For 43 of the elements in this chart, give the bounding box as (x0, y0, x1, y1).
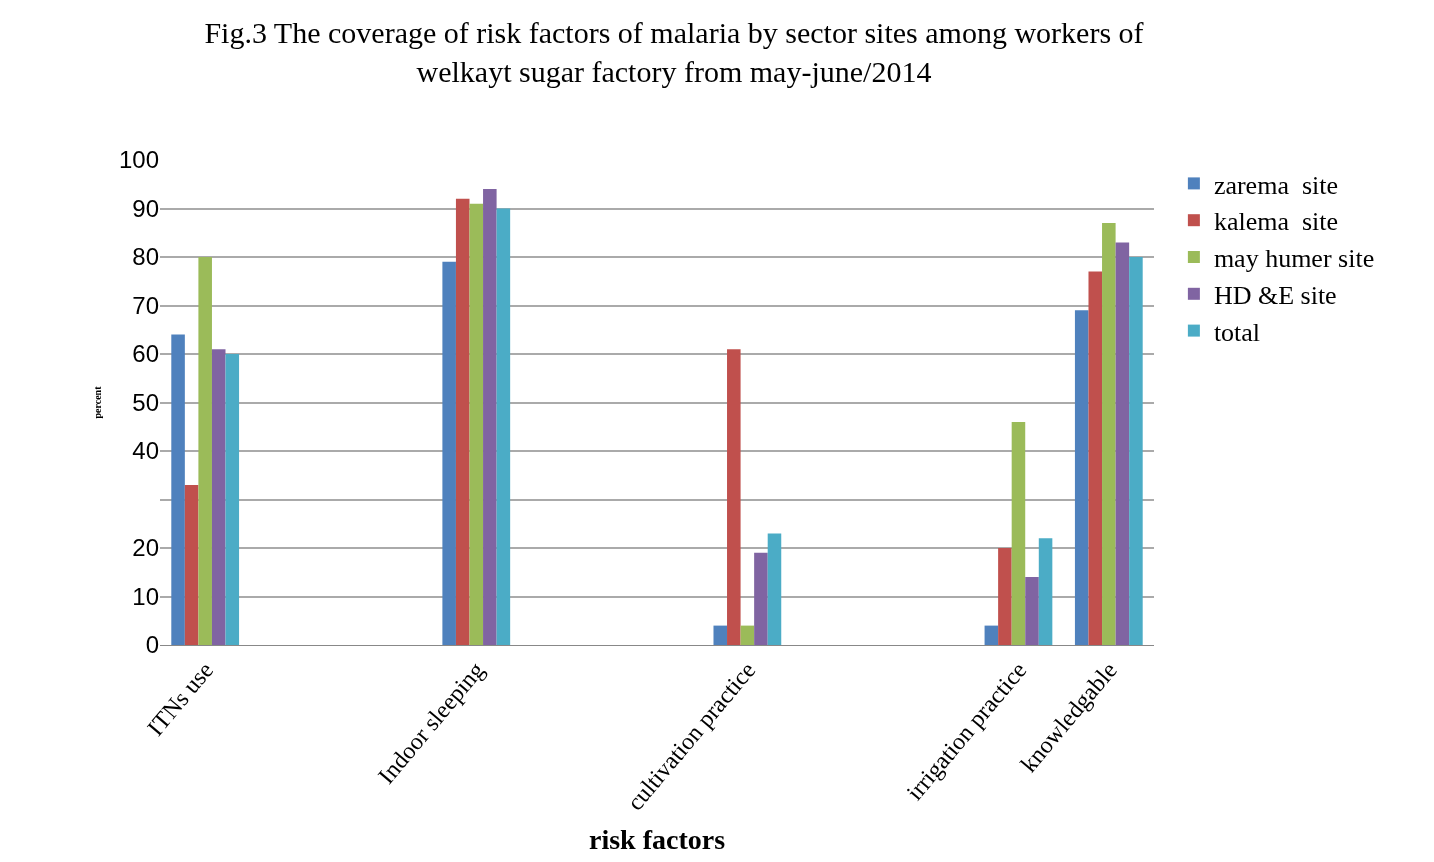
y-tick-label: 40 (132, 437, 159, 465)
y-tick-label: 80 (132, 243, 159, 271)
bar (496, 208, 511, 645)
bar (442, 261, 456, 645)
bar (1115, 242, 1130, 645)
y-tick-label: 0 (145, 631, 159, 659)
y-tick-label: 50 (132, 388, 159, 416)
legend-label: kalema site (1213, 207, 1339, 237)
bar (184, 484, 199, 645)
bar (211, 349, 226, 645)
bar (998, 548, 1012, 645)
bar (1129, 257, 1143, 645)
bar (1088, 271, 1103, 645)
bar (754, 552, 768, 645)
bar (483, 189, 497, 645)
bar (455, 198, 470, 645)
legend-label: HD &E site (1213, 280, 1337, 310)
y-tick-label: 100 (118, 146, 159, 174)
bar (767, 533, 782, 645)
bar (469, 203, 484, 645)
bar (225, 354, 240, 645)
bar (1038, 538, 1053, 645)
y-tick-label: 60 (132, 340, 159, 368)
y-tick-label: 10 (132, 582, 159, 610)
bar (1025, 577, 1039, 645)
x-axis-title: risk factors (588, 824, 726, 856)
y-axis-title: percent (91, 385, 103, 419)
bar (171, 334, 185, 645)
legend-label: may humer site (1213, 244, 1375, 274)
bar (713, 625, 728, 645)
bar (1102, 223, 1116, 645)
y-tick-label: 90 (132, 194, 159, 222)
legend-label: zarema site (1213, 170, 1339, 200)
bar (198, 257, 212, 645)
chart-title: Fig.3 The coverage of risk factors of malaria by sector sites among workers of welkayt sugar factory from may-june/2014 (204, 16, 1144, 89)
bar (984, 625, 999, 645)
bar (1011, 421, 1026, 645)
y-tick-label: 20 (132, 534, 159, 562)
y-tick-label: 70 (132, 291, 159, 319)
bar (727, 349, 741, 645)
legend-label: total (1213, 317, 1261, 347)
bar (740, 625, 755, 645)
bar (1074, 310, 1089, 645)
